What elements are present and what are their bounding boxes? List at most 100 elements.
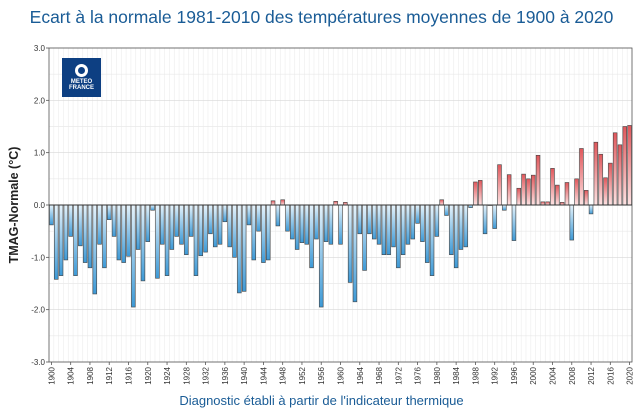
bar-1996 bbox=[511, 204, 517, 241]
bar-1951 bbox=[294, 204, 300, 250]
bar-1960 bbox=[338, 204, 343, 245]
x-tick-label: 1968 bbox=[375, 366, 384, 384]
bar-1970 bbox=[386, 204, 391, 256]
bar-1922 bbox=[155, 204, 160, 279]
bar-1977 bbox=[420, 204, 425, 242]
bar-1968 bbox=[376, 204, 382, 245]
bar-1919 bbox=[140, 204, 146, 282]
bar-1972 bbox=[396, 204, 401, 269]
bar-2007 bbox=[564, 182, 570, 206]
bar-1976 bbox=[415, 204, 420, 224]
bar-1930 bbox=[193, 204, 199, 276]
bar-1953 bbox=[304, 204, 309, 245]
bar-1938 bbox=[232, 204, 237, 258]
x-tick-label: 2004 bbox=[549, 366, 558, 384]
x-tick-label: 1948 bbox=[279, 366, 288, 384]
bar-1981 bbox=[439, 199, 444, 206]
bar-1969 bbox=[381, 204, 387, 256]
x-tick-label: 1972 bbox=[394, 366, 403, 384]
x-tick-label: 1964 bbox=[356, 366, 365, 384]
bar-1908 bbox=[87, 204, 93, 269]
bar-2004 bbox=[550, 168, 555, 206]
bar-1917 bbox=[131, 204, 136, 308]
x-tick-label: 1988 bbox=[471, 366, 480, 384]
bar-1935 bbox=[217, 204, 223, 245]
bar-1954 bbox=[309, 204, 314, 269]
bar-1916 bbox=[126, 204, 131, 257]
bar-1992 bbox=[492, 204, 497, 229]
bar-1994 bbox=[502, 204, 507, 211]
bar-1997 bbox=[516, 187, 521, 206]
bar-2016 bbox=[608, 162, 613, 206]
y-ticks: 3.0 2.0 1.0 0.0 -1.0 -2.0 -3.0 bbox=[31, 44, 49, 367]
bar-1963 bbox=[352, 204, 358, 303]
bar-2014 bbox=[598, 153, 603, 206]
bar-1950 bbox=[290, 204, 295, 240]
bar-1927 bbox=[179, 204, 184, 245]
x-tick-label: 2008 bbox=[568, 366, 577, 384]
bar-1989 bbox=[478, 180, 483, 206]
x-ticks: 1900 1904 1908 1912 1916 1920 1924 1928 1932 1936… bbox=[47, 362, 635, 385]
logo-emblem-icon bbox=[75, 64, 88, 77]
logo-wordmark: METEO FRANCE bbox=[69, 79, 94, 91]
x-tick-label: 1936 bbox=[221, 366, 230, 384]
x-tick-label: 1976 bbox=[414, 366, 423, 384]
x-tick-label: 1904 bbox=[67, 366, 76, 384]
y-tick-label: 3.0 bbox=[34, 44, 46, 53]
bar-1973 bbox=[400, 204, 406, 256]
chart-title: Ecart à la normale 1981-2010 des tempéra… bbox=[29, 7, 614, 27]
x-tick-label: 1984 bbox=[452, 366, 461, 384]
x-tick-label: 1944 bbox=[259, 366, 268, 384]
bar-1931 bbox=[198, 204, 203, 257]
x-tick-label: 1916 bbox=[125, 366, 134, 384]
bar-1906 bbox=[78, 204, 83, 247]
x-tick-label: 1996 bbox=[510, 366, 519, 384]
y-tick-label: 0.0 bbox=[34, 201, 46, 210]
bar-1937 bbox=[227, 204, 232, 248]
bar-1993 bbox=[497, 164, 502, 206]
bar-1971 bbox=[391, 204, 396, 248]
bar-1918 bbox=[135, 204, 141, 250]
bar-1939 bbox=[237, 204, 242, 294]
bar-1959 bbox=[333, 201, 338, 206]
bar-1924 bbox=[164, 204, 170, 276]
x-tick-label: 1932 bbox=[202, 366, 211, 384]
x-tick-label: 1980 bbox=[433, 366, 442, 384]
bar-1921 bbox=[150, 204, 155, 211]
x-tick-label: 1952 bbox=[298, 366, 307, 384]
bar-1983 bbox=[449, 204, 454, 256]
bar-1928 bbox=[184, 204, 189, 256]
bar-1965 bbox=[362, 204, 367, 271]
x-tick-label: 1900 bbox=[47, 366, 56, 384]
bar-1904 bbox=[68, 204, 73, 237]
bar-1909 bbox=[92, 204, 97, 295]
bar-1967 bbox=[372, 204, 377, 240]
bar-1999 bbox=[526, 178, 531, 206]
bar-1902 bbox=[58, 204, 64, 276]
bar-1901 bbox=[54, 204, 59, 280]
bar-2015 bbox=[603, 177, 608, 206]
bar-1934 bbox=[213, 204, 218, 248]
x-tick-label: 1912 bbox=[105, 366, 114, 384]
bar-1914 bbox=[116, 204, 122, 261]
y-tick-label: 2.0 bbox=[34, 96, 46, 105]
bar-1944 bbox=[261, 204, 266, 263]
bar-1911 bbox=[102, 204, 107, 269]
bar-1995 bbox=[506, 174, 512, 206]
bar-1962 bbox=[347, 204, 353, 283]
bar-1907 bbox=[82, 204, 88, 263]
x-tick-label: 1920 bbox=[144, 366, 153, 384]
bar-1949 bbox=[285, 204, 290, 232]
bar-1966 bbox=[367, 204, 372, 235]
meteo-france-logo: METEO FRANCE bbox=[62, 58, 101, 97]
bar-1913 bbox=[111, 204, 117, 237]
y-tick-label: -3.0 bbox=[31, 358, 45, 367]
bar-1943 bbox=[256, 204, 261, 232]
bar-1952 bbox=[299, 204, 305, 243]
bar-2012 bbox=[588, 204, 594, 215]
x-tick-label: 2000 bbox=[529, 366, 538, 384]
bar-1948 bbox=[280, 199, 285, 206]
bar-2017 bbox=[612, 132, 618, 206]
bar-2008 bbox=[569, 204, 574, 241]
